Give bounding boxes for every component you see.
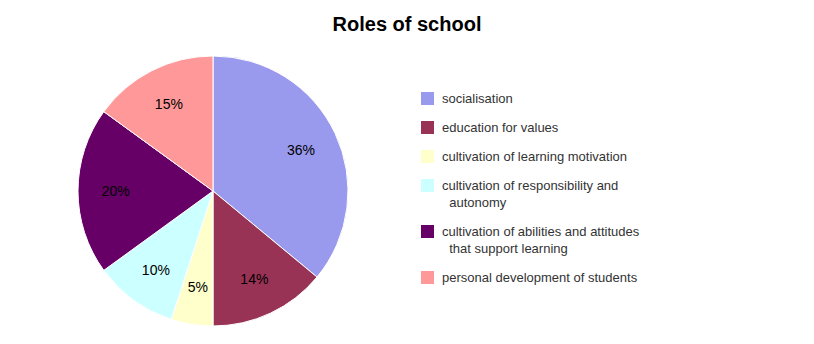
html-text:cultivation of abilities and a: cultivation of abilities and attitudes t… — [442, 224, 640, 256]
html-text:personal development of studen: personal development of students — [442, 270, 638, 285]
html-text:cultivation of responsibility: cultivation of responsibility and autono… — [442, 178, 619, 210]
html-text:education for values: education for values — [442, 120, 559, 135]
svg-text:10%: 10% — [142, 262, 170, 278]
svg-text:20%: 20% — [102, 183, 130, 199]
svg-text:36%: 36% — [287, 142, 315, 158]
html-text:Roles of school: Roles of school — [332, 13, 482, 35]
svg-text:15%: 15% — [155, 96, 183, 112]
html-text:socialisation: socialisation — [442, 91, 513, 106]
svg-text:5%: 5% — [188, 279, 208, 295]
html-text:cultivation of learning motiva: cultivation of learning motivation — [442, 149, 627, 164]
svg-text:14%: 14% — [240, 271, 268, 287]
